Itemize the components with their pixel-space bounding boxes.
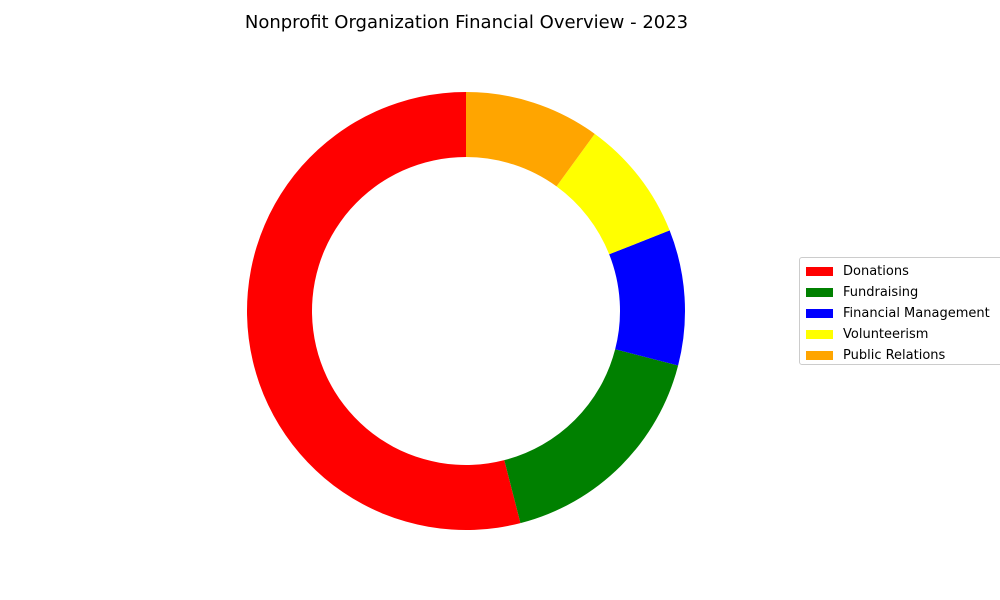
legend: Donations Fundraising Financial Management… [799, 257, 1000, 365]
legend-label: Fundraising [843, 284, 919, 300]
donut-slice-financial-management [609, 230, 685, 366]
legend-label: Public Relations [843, 347, 946, 363]
legend-label: Volunteerism [843, 326, 929, 342]
legend-swatch [806, 350, 833, 360]
legend-label: Financial Management [843, 305, 990, 321]
donut-slice-volunteerism [556, 133, 670, 255]
legend-item-financial-management: Financial Management [806, 304, 990, 322]
chart-title: Nonprofit Organization Financial Overvie… [244, 12, 689, 33]
legend-item-public-relations: Public Relations [806, 346, 945, 364]
donut-slice-donations [246, 91, 521, 531]
legend-swatch [806, 329, 833, 339]
donut-slice-fundraising [504, 349, 679, 524]
legend-swatch [806, 287, 833, 297]
legend-item-fundraising: Fundraising [806, 283, 918, 301]
legend-swatch [806, 266, 833, 276]
legend-item-volunteerism: Volunteerism [806, 325, 928, 343]
legend-item-donations: Donations [806, 262, 909, 280]
legend-label: Donations [843, 263, 909, 279]
legend-swatch [806, 308, 833, 318]
donut-slice-public-relations [466, 92, 595, 187]
